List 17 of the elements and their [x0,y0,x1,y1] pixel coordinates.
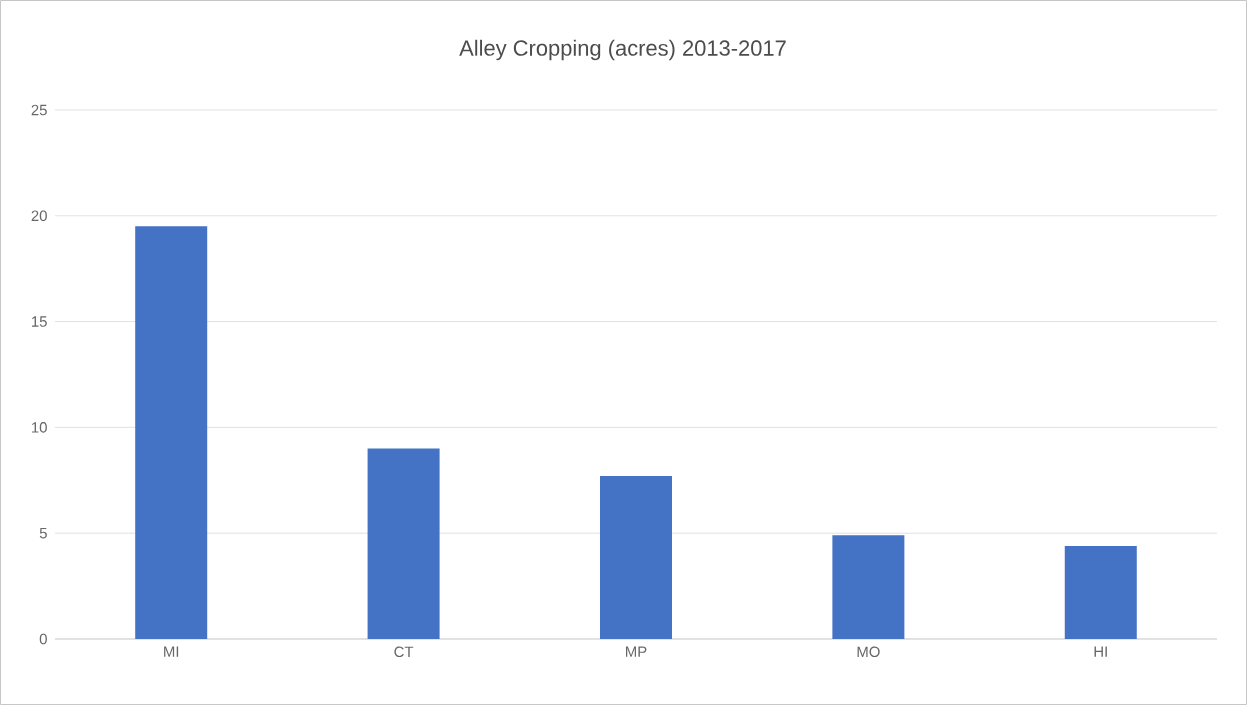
chart-title: Alley Cropping (acres) 2013-2017 [459,39,786,61]
bar [1064,545,1137,639]
y-tick-label: 25 [31,104,47,116]
bar [832,535,905,639]
x-tick-label: CT [394,646,414,658]
x-tick-label: MO [857,646,880,658]
x-tick-label: MP [626,646,647,657]
y-tick-label: 20 [31,210,47,222]
y-tick-label: 15 [32,316,47,327]
y-tick-label: 5 [39,527,47,539]
x-tick-label: MI [164,646,179,657]
y-tick-label: 10 [32,422,47,433]
bar [367,448,440,639]
y-tick-label: 0 [39,633,47,645]
bar [135,226,208,639]
bar [599,476,672,639]
x-tick-label: HI [1094,646,1107,657]
